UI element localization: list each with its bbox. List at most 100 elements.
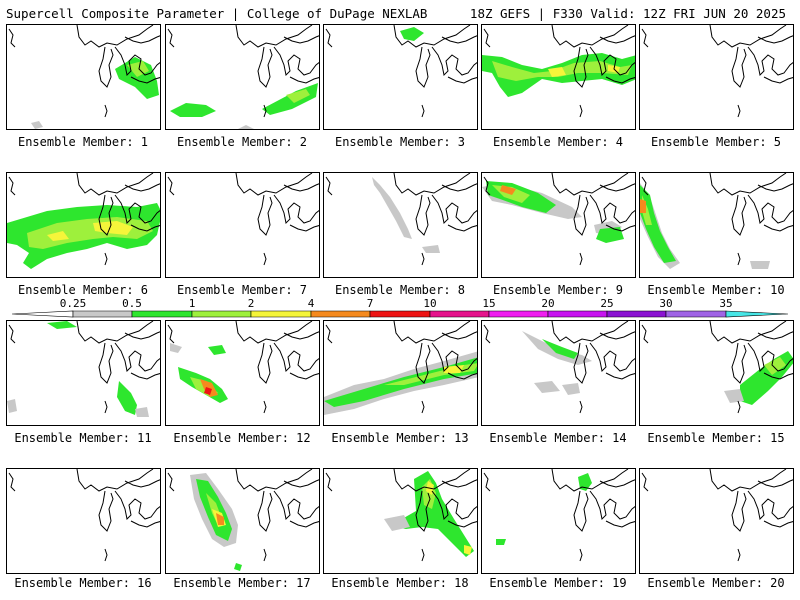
member-label: Ensemble Member: 11 bbox=[14, 431, 152, 445]
map-panel-member-10 bbox=[639, 172, 794, 278]
scp-contour-green bbox=[578, 473, 592, 491]
map-canvas bbox=[482, 173, 635, 266]
map-canvas bbox=[641, 321, 793, 414]
member-label: Ensemble Member: 1 bbox=[17, 135, 149, 149]
colorbar-tick-label: 15 bbox=[482, 297, 496, 310]
great-lakes-outline bbox=[167, 25, 319, 88]
map-canvas bbox=[482, 25, 635, 118]
colorbar-tick-label: 20 bbox=[541, 297, 555, 310]
colorbar-segment bbox=[369, 310, 431, 318]
map-panel-member-1 bbox=[6, 24, 161, 130]
map-panel-member-9 bbox=[481, 172, 636, 278]
scp-contour-gray bbox=[422, 245, 440, 253]
map-canvas bbox=[325, 469, 477, 562]
member-label: Ensemble Member: 13 bbox=[331, 431, 469, 445]
colorbar-segment bbox=[131, 310, 193, 318]
member-label: Ensemble Member: 6 bbox=[17, 283, 149, 297]
scp-contour-yellow bbox=[548, 67, 566, 77]
great-lakes-outline bbox=[167, 321, 319, 384]
coastline-mark bbox=[737, 548, 741, 562]
map-canvas bbox=[325, 173, 477, 266]
map-panel-member-6 bbox=[6, 172, 161, 278]
scp-contour-lightgreen bbox=[764, 357, 786, 375]
great-lakes-outline bbox=[483, 469, 635, 532]
great-lakes-outline bbox=[641, 25, 793, 88]
great-lakes-outline bbox=[325, 469, 477, 532]
map-panel-member-5 bbox=[639, 24, 794, 130]
coastline-mark bbox=[737, 104, 741, 118]
member-label: Ensemble Member: 18 bbox=[331, 576, 469, 590]
scp-contour-green bbox=[542, 339, 578, 359]
member-label: Ensemble Member: 12 bbox=[173, 431, 311, 445]
map-canvas bbox=[167, 25, 319, 129]
great-lakes-outline bbox=[641, 469, 793, 532]
coastline-mark bbox=[579, 400, 583, 414]
scp-contour-green bbox=[170, 103, 216, 117]
member-label: Ensemble Member: 8 bbox=[334, 283, 466, 297]
coastline-mark bbox=[421, 104, 425, 118]
map-canvas bbox=[640, 173, 793, 269]
scp-contour-green bbox=[394, 471, 474, 557]
coastline-mark bbox=[421, 400, 425, 414]
colorbar bbox=[11, 310, 789, 318]
map-panel-member-2 bbox=[165, 24, 320, 130]
coastline-mark bbox=[104, 252, 108, 266]
map-canvas bbox=[8, 25, 160, 129]
colorbar-segment bbox=[488, 310, 549, 318]
colorbar-tick-label: 0.5 bbox=[122, 297, 142, 310]
great-lakes-outline bbox=[8, 173, 160, 236]
colorbar-tick-label: 0.25 bbox=[59, 297, 87, 310]
coastline-mark bbox=[263, 252, 267, 266]
coastline-mark bbox=[421, 548, 425, 562]
scp-contour-gray bbox=[750, 261, 770, 269]
scp-contour-green bbox=[640, 185, 676, 263]
member-label: Ensemble Member: 14 bbox=[489, 431, 627, 445]
coastline-mark bbox=[263, 400, 267, 414]
member-label: Ensemble Member: 16 bbox=[14, 576, 152, 590]
colorbar-segment bbox=[547, 310, 608, 318]
member-label: Ensemble Member: 10 bbox=[647, 283, 785, 297]
great-lakes-outline bbox=[325, 173, 477, 236]
great-lakes-outline bbox=[325, 25, 477, 88]
scp-contour-gray bbox=[562, 383, 580, 395]
map-canvas bbox=[7, 173, 160, 269]
colorbar-segment bbox=[11, 310, 74, 318]
member-label: Ensemble Member: 2 bbox=[176, 135, 308, 149]
coastline-mark bbox=[104, 548, 108, 562]
map-panel-member-7 bbox=[165, 172, 320, 278]
scp-contour-gray bbox=[238, 125, 254, 129]
scp-contour-red bbox=[204, 387, 212, 395]
scp-contour-yellow bbox=[47, 231, 69, 241]
map-panel-member-20 bbox=[639, 468, 794, 574]
colorbar-segment bbox=[429, 310, 490, 318]
map-panel-member-19 bbox=[481, 468, 636, 574]
coastline-mark bbox=[263, 548, 267, 562]
great-lakes-outline bbox=[167, 173, 319, 236]
member-label: Ensemble Member: 4 bbox=[492, 135, 624, 149]
map-canvas bbox=[167, 321, 319, 414]
scp-contour-orange bbox=[216, 513, 224, 525]
coastline-mark bbox=[579, 104, 583, 118]
colorbar-tick-label: 35 bbox=[719, 297, 733, 310]
coastline-mark bbox=[579, 548, 583, 562]
map-panel-member-13 bbox=[323, 320, 478, 426]
member-label: Ensemble Member: 7 bbox=[176, 283, 308, 297]
colorbar-tick-label: 30 bbox=[659, 297, 673, 310]
coastline-mark bbox=[737, 252, 741, 266]
colorbar-segment bbox=[310, 310, 371, 318]
colorbar-segment bbox=[72, 310, 133, 318]
colorbar-tick-label: 1 bbox=[188, 297, 196, 310]
member-label: Ensemble Member: 15 bbox=[647, 431, 785, 445]
great-lakes-outline bbox=[8, 469, 160, 532]
scp-contour-orange bbox=[640, 199, 646, 213]
coastline-mark bbox=[579, 252, 583, 266]
member-label: Ensemble Member: 20 bbox=[647, 576, 785, 590]
colorbar-tick-label: 4 bbox=[307, 297, 315, 310]
scp-contour-gray bbox=[534, 381, 560, 393]
great-lakes-outline bbox=[641, 321, 793, 384]
scp-contour-green bbox=[234, 563, 242, 571]
map-canvas bbox=[167, 469, 319, 571]
great-lakes-outline bbox=[483, 321, 635, 384]
scp-contour-yellow bbox=[464, 545, 472, 555]
